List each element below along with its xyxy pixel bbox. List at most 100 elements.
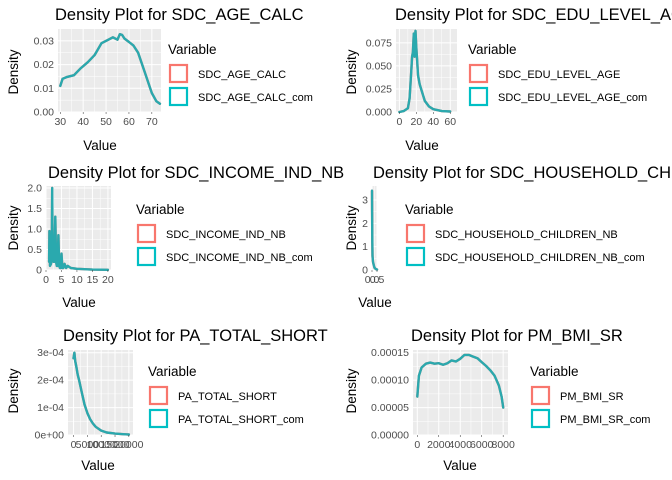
x-axis-label: Value	[83, 138, 117, 153]
y-tick-label: 0.03	[34, 35, 55, 47]
chart-title: Density Plot for SDC_AGE_CALC	[55, 6, 304, 24]
legend: Variable SDC_HOUSEHOLD_CHILDREN_NB SDC_HOU…	[405, 202, 645, 267]
legend-label: PA_TOTAL_SHORT	[178, 391, 277, 403]
plot-background	[396, 29, 457, 112]
x-axis-label: Value	[358, 295, 392, 310]
x-tick-label: 5000	[76, 439, 100, 451]
y-tick-label: 3	[362, 195, 368, 207]
legend-title: Variable	[405, 202, 454, 217]
x-tick-label: 20	[102, 274, 114, 286]
legend-key-completed	[148, 408, 169, 429]
x-tick-label: 20	[410, 116, 422, 128]
y-tick-label: 0.01	[34, 83, 55, 95]
y-axis-label: Density	[6, 49, 21, 94]
y-axis-label: Density	[344, 49, 359, 94]
y-tick-label: 0.050	[366, 60, 392, 72]
legend-key-completed	[168, 86, 189, 107]
density-line-completed	[416, 353, 505, 409]
legend: Variable SDC_EDU_LEVEL_AGE SDC_EDU_LEVEL_A…	[468, 42, 647, 107]
x-tick-label: 4000	[449, 439, 473, 451]
legend-title: Variable	[148, 364, 197, 379]
legend-label: PM_BMI_SR	[560, 391, 624, 403]
legend-key-original	[405, 223, 426, 244]
y-tick-label: 0.000	[366, 107, 392, 119]
y-tick-label: 0.00	[34, 107, 55, 119]
legend-key-completed	[530, 408, 551, 429]
legend-key-original	[148, 385, 169, 406]
legend-title: Variable	[168, 42, 217, 57]
y-axis-label: Density	[344, 205, 359, 250]
density-line-completed	[59, 33, 162, 105]
x-tick-label: 70	[146, 116, 158, 128]
x-tick-label: 40	[77, 116, 89, 128]
y-tick-label: 1e-04	[37, 402, 64, 414]
x-tick-label: 2000	[427, 439, 451, 451]
density-line-completed	[72, 351, 131, 436]
y-axis-label: Density	[6, 368, 21, 413]
plot-background	[58, 29, 161, 112]
y-tick-label: 0.075	[366, 37, 392, 49]
chart-title: Density Plot for SDC_INCOME_IND_NB	[48, 164, 344, 182]
x-tick-label: 50	[100, 116, 112, 128]
chart-title: Density Plot for PA_TOTAL_SHORT	[63, 327, 328, 345]
density-line-completed	[47, 186, 110, 271]
chart-title: Density Plot for SDC_EDU_LEVEL_AGE	[395, 6, 672, 24]
legend-key-completed	[468, 86, 489, 107]
x-tick-label: 6000	[470, 439, 494, 451]
x-tick-label: 40	[427, 116, 439, 128]
x-tick-label: 15000	[100, 439, 129, 451]
y-tick-label: 0	[36, 265, 42, 277]
x-axis-label: Value	[81, 458, 115, 473]
y-tick-label: 1.0	[27, 224, 42, 236]
legend-label: SDC_HOUSEHOLD_CHILDREN_NB	[435, 229, 618, 241]
y-tick-label: 0.00005	[371, 402, 409, 414]
y-tick-label: 0.00015	[371, 347, 409, 359]
y-axis-label: Density	[344, 368, 359, 413]
legend-label: SDC_INCOME_IND_NB_com	[166, 252, 313, 264]
x-tick-label: 0	[71, 439, 77, 451]
x-axis-label: Value	[405, 138, 439, 153]
x-tick-label: 0.0	[365, 274, 380, 286]
legend-label: SDC_EDU_LEVEL_AGE_com	[498, 92, 647, 104]
legend: Variable SDC_INCOME_IND_NB SDC_INCOME_IND_…	[136, 202, 313, 267]
y-tick-label: 1.5	[27, 203, 42, 215]
x-tick-label: 10	[71, 274, 83, 286]
legend-key-original	[468, 63, 489, 84]
x-tick-label: 60	[123, 116, 135, 128]
x-tick-label: 5	[59, 274, 65, 286]
legend-key-original	[136, 223, 157, 244]
legend-label: SDC_AGE_CALC_com	[198, 92, 313, 104]
y-tick-label: 0.00010	[371, 375, 409, 387]
chart-title: Density Plot for PM_BMI_SR	[411, 327, 623, 345]
chart-panel-2: 0 20 40 60 0.000 0.025 0.050 0.075 Density Plot …	[344, 6, 672, 153]
x-tick-label: 30	[54, 116, 66, 128]
x-tick-label: 0	[396, 116, 402, 128]
density-line-completed	[370, 189, 379, 271]
y-tick-label: 0	[362, 265, 368, 277]
x-axis-label: Value	[443, 458, 477, 473]
legend-label: SDC_EDU_LEVEL_AGE	[498, 69, 620, 81]
legend-key-completed	[405, 246, 426, 267]
legend-title: Variable	[136, 202, 185, 217]
y-tick-label: 3e-04	[37, 347, 64, 359]
legend-label: SDC_AGE_CALC	[198, 69, 286, 81]
x-tick-label: 60	[444, 116, 456, 128]
legend-label: PA_TOTAL_SHORT_com	[178, 414, 304, 426]
x-axis-label: Value	[62, 295, 96, 310]
y-tick-label: 0.025	[366, 83, 392, 95]
legend-title: Variable	[530, 364, 579, 379]
y-tick-label: 2	[362, 218, 368, 230]
y-tick-label: 2.0	[27, 183, 42, 195]
y-tick-label: 1	[362, 241, 368, 253]
x-tick-label: 8000	[491, 439, 515, 451]
legend-key-completed	[136, 246, 157, 267]
density-line-completed	[398, 29, 452, 114]
y-axis-label: Density	[6, 205, 21, 250]
legend-label: SDC_HOUSEHOLD_CHILDREN_NB_com	[435, 252, 645, 264]
y-tick-label: 0.02	[34, 59, 55, 71]
y-tick-label: 2e-04	[37, 375, 64, 387]
chart-panel-4: 0.00.50 1 2 3 Density Plot for SDC_HOUSEHOLD…	[344, 164, 672, 310]
legend-label: PM_BMI_SR_com	[560, 414, 650, 426]
